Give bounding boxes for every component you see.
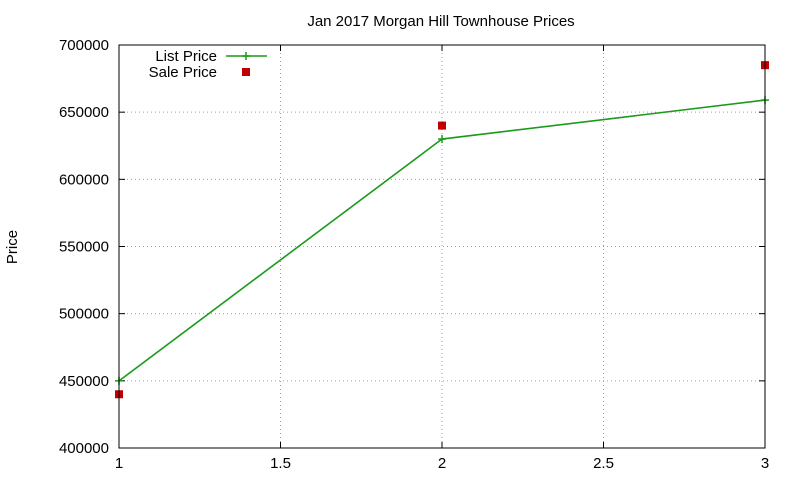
x-tick-label: 2 <box>438 455 446 472</box>
plot-frame <box>118 44 766 449</box>
axis-ticks: 400000 450000 500000 550000 600000 650000 7000… <box>59 37 769 472</box>
y-tick-label: 650000 <box>59 104 109 121</box>
list-price-point <box>438 135 446 144</box>
x-tick-label: 3 <box>761 455 769 472</box>
y-tick-label: 550000 <box>59 239 109 256</box>
x-tick-label: 1.5 <box>270 455 291 472</box>
x-tick-label: 2.5 <box>593 455 614 472</box>
legend-label: List Price <box>155 48 217 65</box>
grid <box>119 45 765 448</box>
x-tick-label: 1 <box>115 455 123 472</box>
y-tick-label: 450000 <box>59 373 109 390</box>
legend-marker-list-price <box>242 52 250 60</box>
legend-label: Sale Price <box>149 64 217 81</box>
y-tick-label: 400000 <box>59 440 109 457</box>
sale-price-point <box>438 121 446 130</box>
y-tick-label: 600000 <box>59 171 109 188</box>
y-tick-label: 500000 <box>59 306 109 323</box>
y-axis-label: Price <box>4 230 21 264</box>
y-tick-label: 700000 <box>59 37 109 54</box>
legend-marker-sale-price <box>242 68 250 76</box>
chart-title: Jan 2017 Morgan Hill Townhouse Prices <box>307 13 574 30</box>
